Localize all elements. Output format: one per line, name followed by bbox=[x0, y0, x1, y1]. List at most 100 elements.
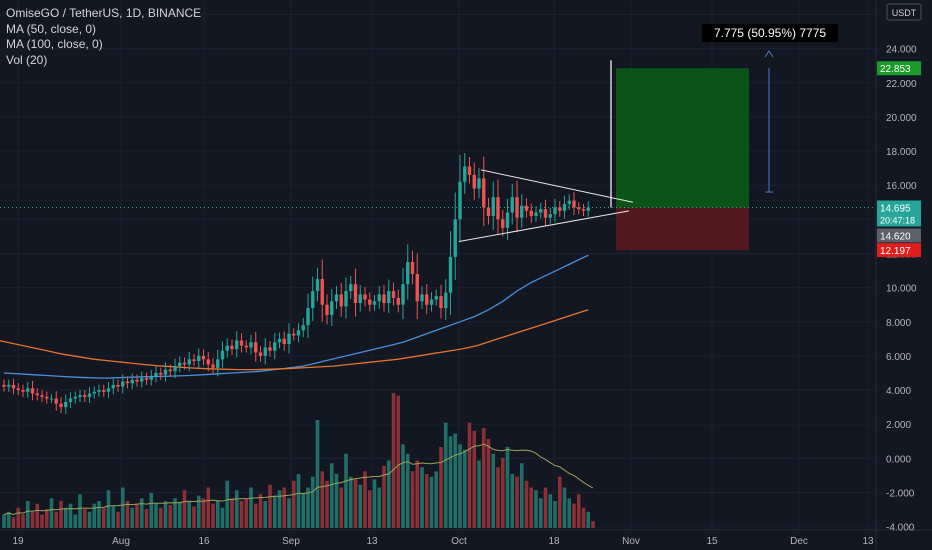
volume-bar bbox=[306, 487, 310, 528]
volume-bar bbox=[334, 474, 339, 528]
volume-bar bbox=[101, 507, 106, 528]
volume-bar bbox=[173, 498, 177, 528]
candle-body bbox=[73, 396, 77, 399]
target-price-label: 22.853 bbox=[880, 64, 911, 75]
volume-bar bbox=[116, 511, 120, 528]
volume-bar bbox=[215, 501, 220, 528]
volume-bar bbox=[92, 503, 97, 528]
candle-body bbox=[45, 396, 49, 399]
volume-bar bbox=[301, 492, 306, 528]
volume-bar bbox=[534, 490, 538, 528]
x-tick-label: 16 bbox=[198, 536, 210, 547]
symbol-title[interactable]: OmiseGO / TetherUS, 1D, BINANCE bbox=[6, 6, 202, 20]
ma100-line bbox=[0, 309, 589, 371]
candle-body bbox=[282, 338, 286, 344]
candle-body bbox=[163, 369, 168, 375]
volume-bar bbox=[386, 460, 391, 528]
candle-body bbox=[372, 301, 377, 305]
candle-body bbox=[515, 197, 519, 218]
candle-body bbox=[444, 292, 448, 309]
x-tick-label: Nov bbox=[622, 536, 640, 547]
volume-bar bbox=[120, 487, 125, 528]
volume-bar bbox=[144, 509, 149, 528]
candle-body bbox=[358, 294, 362, 303]
candle-body bbox=[35, 393, 39, 396]
y-tick-label: -4.000 bbox=[886, 523, 915, 534]
volume-bar bbox=[282, 487, 287, 528]
volume-bar bbox=[49, 498, 54, 528]
candle-body bbox=[553, 207, 557, 215]
volume-bar bbox=[486, 438, 491, 528]
volume-bar bbox=[82, 509, 87, 528]
volume-bar bbox=[515, 476, 519, 528]
x-tick-label: Aug bbox=[112, 536, 130, 547]
volume-bar bbox=[320, 471, 325, 528]
secondary-price-bg bbox=[877, 228, 921, 243]
volume-bar bbox=[420, 467, 424, 528]
volume-bar bbox=[477, 460, 481, 528]
candle-body bbox=[311, 291, 315, 309]
volume-bar bbox=[472, 430, 477, 528]
candle-body bbox=[273, 342, 277, 351]
volume-bar bbox=[44, 509, 49, 528]
triangle-lower-line bbox=[458, 210, 630, 243]
volume-ma-line bbox=[3, 443, 594, 516]
long-position-zones[interactable]: 7.775 (50.95%) 7775 bbox=[610, 24, 838, 251]
indicator-ma50[interactable]: MA (50, close, 0) bbox=[6, 21, 97, 36]
volume-bar bbox=[268, 484, 272, 528]
candle-body bbox=[567, 200, 571, 204]
candle-body bbox=[239, 340, 244, 346]
candle-body bbox=[2, 384, 6, 387]
candle-body bbox=[182, 362, 187, 365]
candle-body bbox=[49, 398, 54, 400]
y-tick-label: 2.000 bbox=[886, 420, 911, 431]
candle-body bbox=[78, 395, 82, 397]
volume-bar bbox=[87, 511, 92, 528]
volume-bar bbox=[158, 507, 163, 528]
volume-bar bbox=[277, 490, 282, 528]
candle-body bbox=[577, 207, 581, 210]
volume-bar bbox=[30, 511, 35, 528]
candle-body bbox=[330, 301, 334, 315]
drawings[interactable] bbox=[0, 169, 876, 243]
candle-body bbox=[40, 395, 44, 397]
volume-bar bbox=[16, 507, 21, 528]
volume-bar bbox=[462, 449, 467, 528]
candle-body bbox=[339, 294, 343, 307]
volume-bar bbox=[225, 480, 230, 528]
candle-body bbox=[548, 214, 552, 218]
indicator-volume[interactable]: Vol (20) bbox=[6, 52, 48, 67]
candle-body bbox=[520, 205, 524, 218]
candle-body bbox=[26, 388, 30, 392]
volume-bar bbox=[97, 501, 101, 528]
candle-body bbox=[581, 209, 586, 211]
volume-bar bbox=[168, 505, 173, 528]
volume-bar bbox=[111, 506, 116, 528]
volume-bar bbox=[68, 503, 73, 528]
candle-body bbox=[296, 330, 301, 336]
candle-body bbox=[125, 381, 130, 384]
volume-bar bbox=[439, 447, 443, 528]
candle-body bbox=[543, 209, 548, 218]
volume-bar bbox=[11, 517, 16, 528]
volume-bar bbox=[206, 487, 211, 528]
volume-bar bbox=[272, 495, 277, 528]
volume-bar bbox=[54, 511, 59, 528]
candle-body bbox=[491, 197, 495, 216]
countdown-label: 20:47:18 bbox=[880, 215, 915, 225]
volume-bar bbox=[291, 480, 296, 528]
candle-body bbox=[387, 291, 391, 303]
candle-body bbox=[325, 304, 329, 315]
volume-bar bbox=[363, 471, 367, 528]
indicator-ma100[interactable]: MA (100, close, 0) bbox=[6, 37, 103, 51]
candle-body bbox=[344, 291, 348, 307]
volume-bar bbox=[249, 487, 253, 528]
y-tick-label: 6.000 bbox=[886, 352, 911, 363]
volume-bar bbox=[391, 393, 396, 528]
volume-bar bbox=[234, 490, 239, 528]
volume-bar bbox=[244, 498, 249, 528]
volume-bar bbox=[139, 498, 144, 528]
candle-body bbox=[59, 403, 63, 408]
